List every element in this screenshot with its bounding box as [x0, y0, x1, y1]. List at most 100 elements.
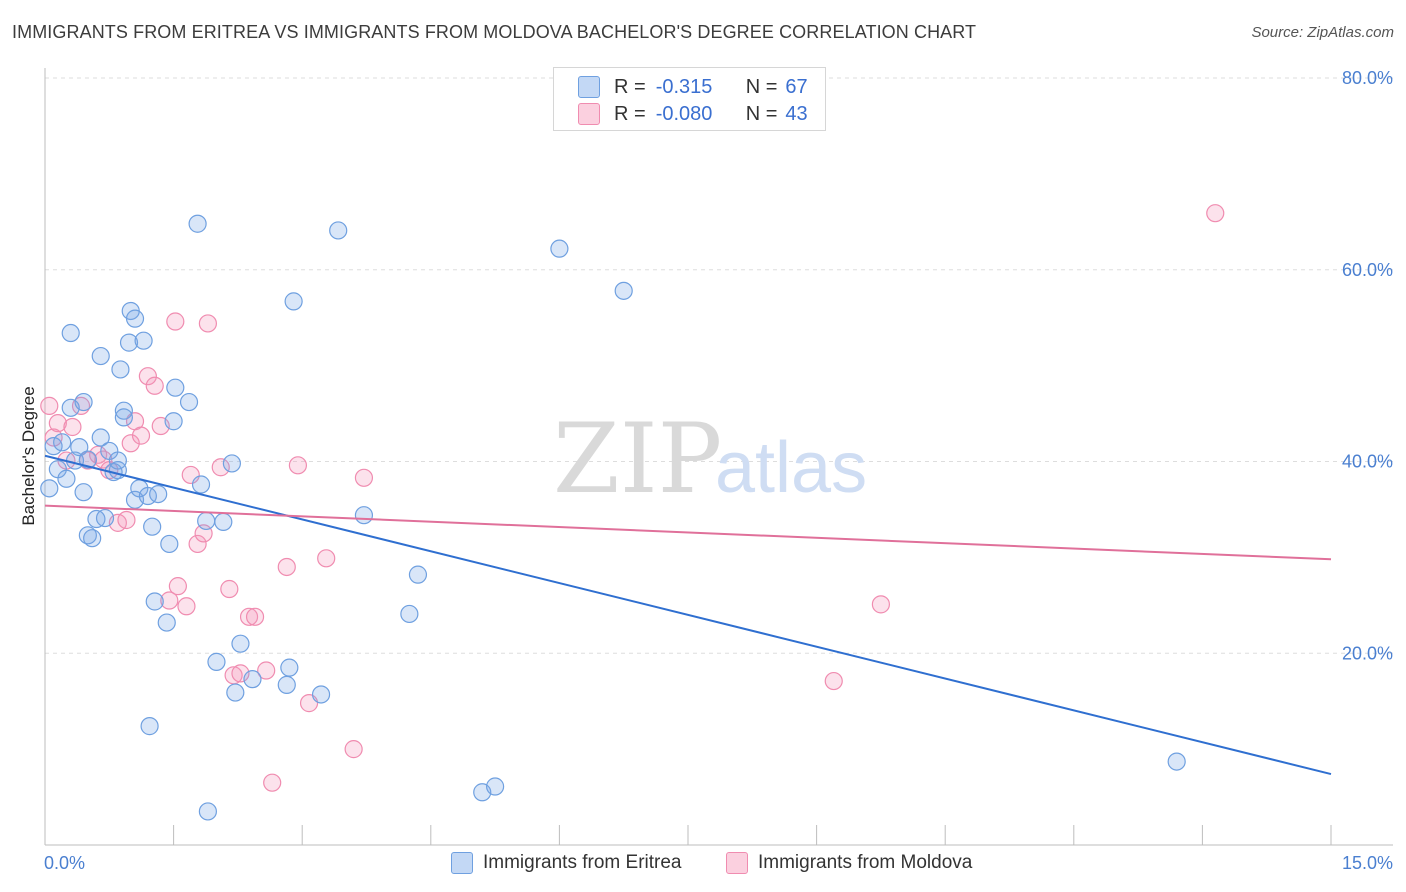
moldova-point: [824, 671, 843, 691]
moldova-swatch: [578, 103, 600, 125]
watermark-zip: ZIP: [553, 403, 722, 515]
moldova-points: [40, 204, 1225, 792]
moldova-point: [288, 456, 308, 475]
moldova-point: [168, 577, 187, 596]
eritrea-point: [95, 508, 115, 528]
eritrea-legend-swatch: [451, 852, 473, 874]
moldova-point: [239, 607, 259, 626]
eritrea-point: [157, 613, 176, 632]
moldova-legend-swatch: [726, 852, 748, 874]
moldova-point: [198, 314, 217, 333]
legend-n-label: N =: [745, 102, 778, 125]
eritrea-point: [53, 433, 72, 452]
watermark-atlas: atlas: [715, 428, 867, 508]
moldova-point: [160, 591, 179, 610]
eritrea-point: [226, 683, 245, 702]
eritrea-point: [125, 309, 145, 328]
moldova-point: [131, 426, 151, 445]
eritrea-point: [1167, 752, 1186, 771]
eritrea-point: [207, 652, 226, 671]
moldova-point: [1206, 204, 1225, 223]
eritrea-point: [149, 484, 168, 504]
eritrea-point: [311, 685, 331, 704]
eritrea-point: [140, 717, 159, 736]
moldova-point: [145, 376, 164, 395]
eritrea-point: [166, 378, 185, 397]
eritrea-point: [231, 634, 250, 653]
legend-row-eritrea: R = -0.315 N = 67: [554, 74, 808, 100]
moldova-point: [344, 740, 363, 759]
legend-n-value: 67: [785, 75, 808, 98]
legend-r-value: -0.315: [655, 75, 713, 98]
eritrea-point: [243, 670, 262, 689]
moldova-point: [871, 595, 891, 614]
legend-n-value: 43: [785, 102, 808, 125]
eritrea-point: [160, 534, 179, 554]
y-tick-label: 80.0%: [1342, 68, 1393, 88]
eritrea-point: [179, 392, 199, 412]
eritrea-point: [119, 333, 139, 352]
moldova-point: [245, 607, 265, 626]
eritrea-point: [354, 506, 374, 525]
moldova-point: [121, 434, 140, 453]
eritrea-point: [284, 292, 303, 311]
moldova-trend-line: [44, 504, 1332, 561]
eritrea-point: [614, 281, 633, 300]
eritrea-point: [57, 469, 76, 488]
eritrea-point: [277, 675, 296, 694]
eritrea-point: [91, 428, 110, 447]
y-tick-label: 20.0%: [1342, 643, 1393, 663]
eritrea-point: [164, 412, 183, 431]
eritrea-point: [44, 437, 63, 456]
chart-title: IMMIGRANTS FROM ERITREA VS IMMIGRANTS FR…: [12, 22, 977, 42]
legend-row-moldova: R = -0.080 N = 43: [554, 101, 808, 127]
moldova-point: [263, 773, 282, 792]
moldova-point: [277, 557, 296, 577]
moldova-point: [211, 458, 230, 477]
legend-r-label: R =: [614, 75, 646, 98]
bottom-legend-eritrea: Immigrants from Eritrea: [451, 850, 681, 876]
moldova-point: [117, 510, 136, 530]
eritrea-swatch: [578, 76, 600, 98]
eritrea-point: [280, 658, 299, 677]
moldova-point: [317, 549, 336, 568]
x-tick-label: 15.0%: [1342, 853, 1393, 873]
eritrea-point: [114, 401, 133, 420]
eritrea-point: [191, 475, 211, 494]
y-tick-label: 60.0%: [1342, 260, 1393, 280]
eritrea-point: [108, 451, 127, 470]
trend-lines: [44, 454, 1332, 776]
legend-r-label: R =: [614, 102, 646, 125]
bottom-legend-moldova: Immigrants from Moldova: [726, 850, 972, 876]
eritrea-point: [83, 529, 102, 548]
eritrea-point: [222, 454, 241, 473]
moldova-point: [177, 597, 196, 616]
eritrea-points: [40, 214, 1186, 821]
eritrea-point: [91, 346, 110, 366]
eritrea-point: [134, 331, 153, 350]
moldova-point: [354, 468, 374, 487]
eritrea-point: [145, 592, 164, 611]
tick-labels: 20.0% 40.0% 60.0% 80.0% 0.0% 15.0%: [44, 68, 1393, 873]
x-tick-label: 0.0%: [44, 853, 85, 873]
eritrea-legend-label: Immigrants from Eritrea: [483, 852, 682, 873]
source-label: Source: ZipAtlas.com: [1251, 24, 1394, 41]
moldova-point: [231, 664, 250, 683]
eritrea-point: [400, 604, 419, 624]
y-tick-label: 40.0%: [1342, 452, 1393, 472]
eritrea-point: [550, 239, 569, 258]
eritrea-point: [329, 221, 348, 240]
grid-lines: [45, 77, 1393, 654]
eritrea-point: [408, 565, 428, 584]
eritrea-point: [114, 408, 133, 427]
stats-legend: R = -0.315 N = 67 R = -0.080 N = 43: [553, 67, 826, 131]
eritrea-point: [197, 511, 216, 531]
eritrea-point: [40, 479, 59, 498]
moldova-point: [220, 579, 239, 599]
moldova-point: [138, 367, 157, 386]
eritrea-point: [198, 802, 217, 821]
eritrea-point: [74, 392, 93, 412]
y-axis-label: Bachelor's Degree: [19, 386, 38, 525]
eritrea-point: [111, 360, 130, 379]
